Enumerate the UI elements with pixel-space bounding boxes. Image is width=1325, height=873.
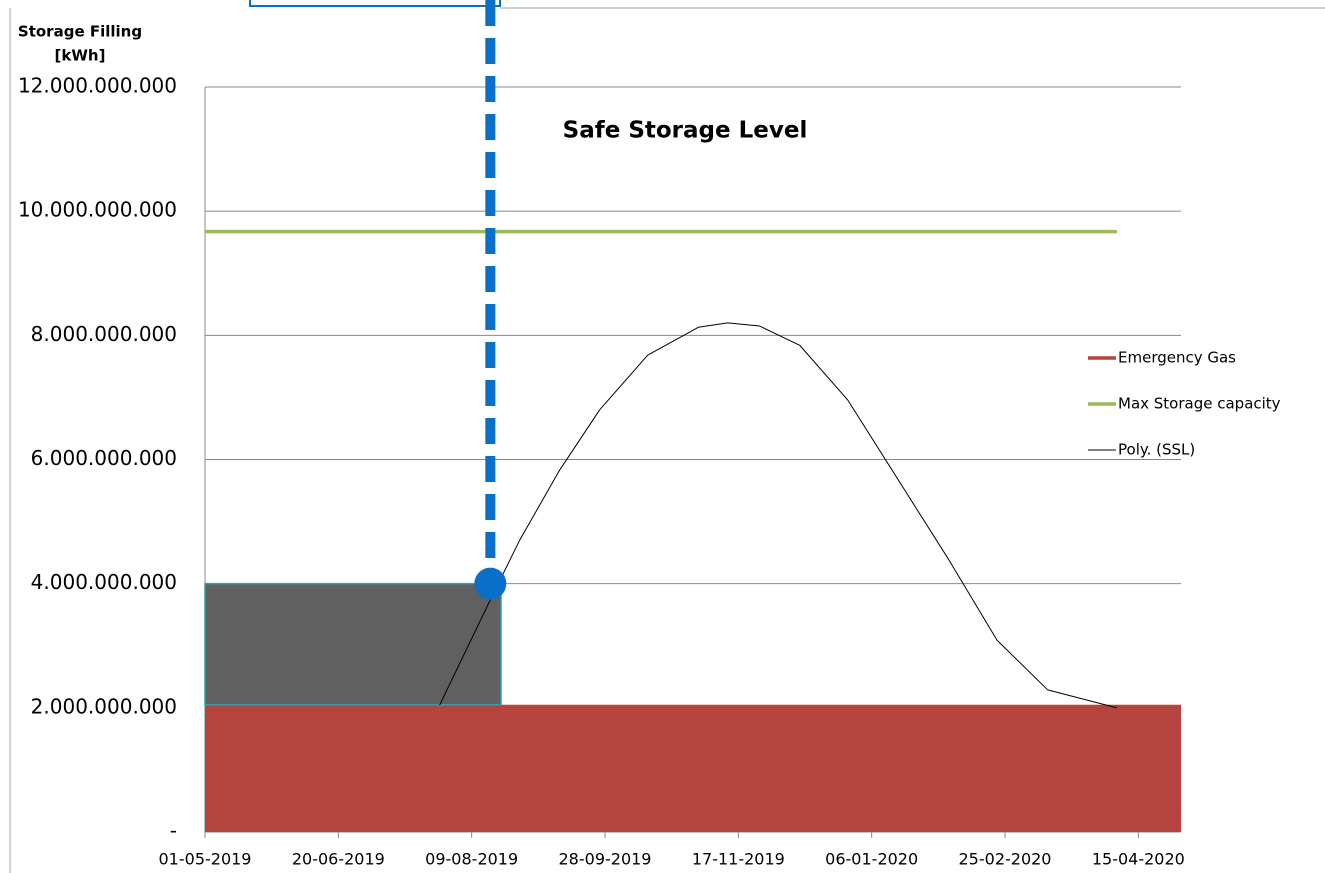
x-tick-label: 09-08-2019 bbox=[425, 850, 518, 869]
y-tick-label: 10.000.000.000 bbox=[18, 198, 177, 222]
y-axis-label: Storage Filling bbox=[18, 23, 142, 41]
marker-point bbox=[474, 567, 507, 600]
y-tick-label: 6.000.000.000 bbox=[31, 446, 177, 470]
x-tick-label: 28-09-2019 bbox=[559, 850, 652, 869]
highlight-box bbox=[204, 582, 502, 706]
legend-label: Emergency Gas bbox=[1118, 349, 1236, 367]
x-tick-label: 15-04-2020 bbox=[1092, 850, 1185, 869]
y-tick-label: 4.000.000.000 bbox=[31, 570, 177, 594]
x-tick-label: 06-01-2020 bbox=[825, 850, 918, 869]
selection-box bbox=[249, 0, 501, 7]
x-tick-label: 25-02-2020 bbox=[959, 850, 1052, 869]
y-axis-label: [kWh] bbox=[55, 47, 106, 65]
x-tick-label: 20-06-2019 bbox=[292, 850, 385, 869]
y-tick-label: 2.000.000.000 bbox=[31, 694, 177, 718]
area bbox=[205, 704, 1181, 832]
annotation: Safe Storage Level bbox=[563, 118, 808, 144]
y-tick-label: - bbox=[170, 819, 177, 843]
legend-label: Poly. (SSL) bbox=[1118, 441, 1195, 459]
y-tick-label: 8.000.000.000 bbox=[31, 322, 177, 346]
x-tick-label: 17-11-2019 bbox=[692, 850, 785, 869]
legend-label: Max Storage capacity bbox=[1118, 395, 1281, 413]
x-tick-label: 01-05-2019 bbox=[159, 850, 252, 869]
y-tick-label: 12.000.000.000 bbox=[18, 74, 177, 98]
line bbox=[439, 322, 1118, 709]
